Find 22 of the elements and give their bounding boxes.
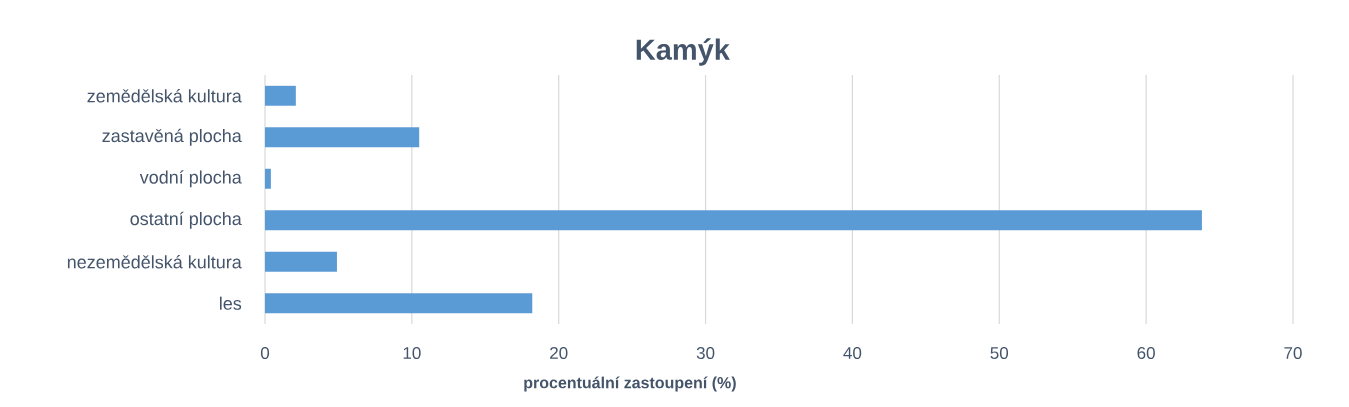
x-axis-title: procentuální zastoupení (%) [524, 376, 736, 392]
bar [265, 293, 533, 314]
y-tick-label: zastavěná plocha [102, 128, 242, 146]
x-tick-label: 20 [550, 346, 568, 360]
x-tick-label: 30 [696, 346, 715, 360]
bar [265, 85, 296, 106]
x-tick-label: 10 [403, 346, 421, 360]
bar [265, 127, 420, 148]
y-tick-label: ostatní plocha [130, 211, 242, 229]
y-tick-label: nezemědělská kultura [67, 255, 242, 269]
bar [265, 168, 271, 189]
chart-title: Kamýk [636, 38, 730, 66]
y-tick-label: les [220, 296, 242, 310]
y-tick-label: zemědělská kultura [87, 89, 242, 103]
x-tick-label: 60 [1137, 346, 1155, 360]
bar [265, 251, 337, 272]
x-tick-label: 0 [260, 346, 270, 360]
x-tick-label: 40 [843, 346, 862, 360]
x-tick-label: 70 [1284, 346, 1302, 360]
x-tick-label: 50 [990, 346, 1009, 360]
bar [265, 210, 1202, 231]
y-tick-label: vodní plocha [139, 170, 242, 188]
